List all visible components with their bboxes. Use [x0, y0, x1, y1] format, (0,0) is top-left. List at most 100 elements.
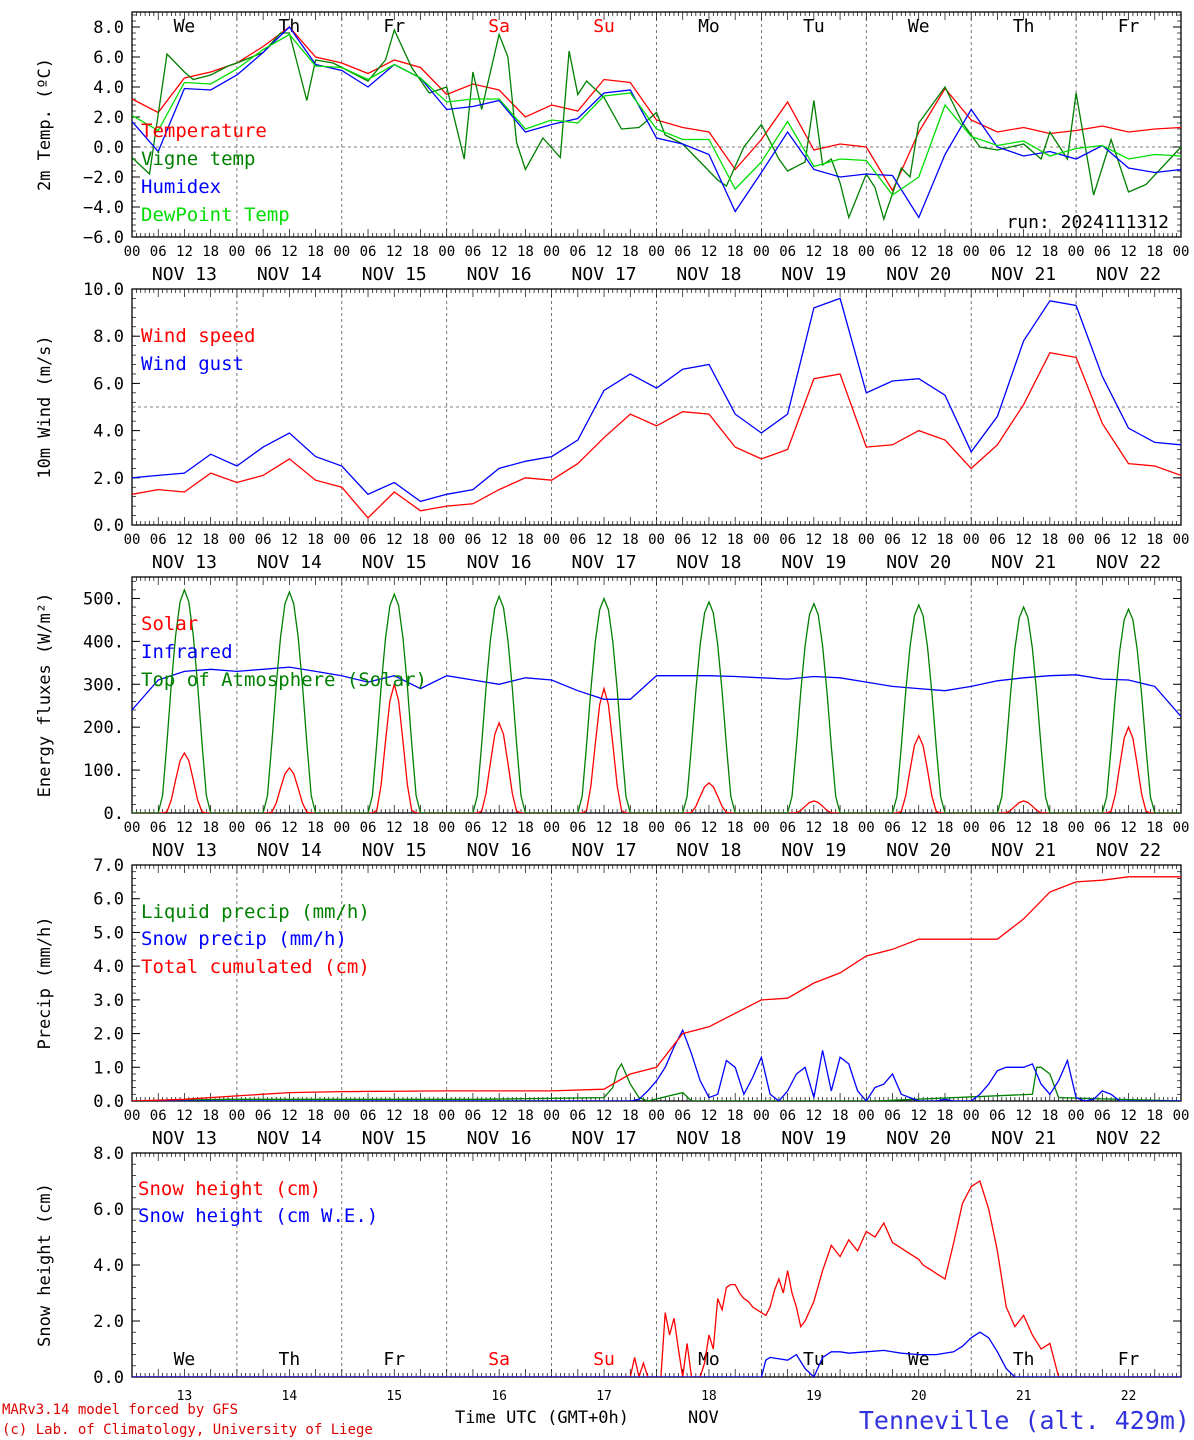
hour-tick-label: 12: [386, 820, 403, 836]
hour-tick-label: 06: [779, 244, 796, 260]
hour-tick-label: 12: [910, 532, 927, 548]
hour-tick-label: 18: [727, 1108, 744, 1124]
hour-tick-label: 00: [333, 244, 350, 260]
hour-tick-label: 18: [202, 1108, 219, 1124]
hour-tick-label: 00: [543, 532, 560, 548]
y-tick-label: 1.0: [93, 1058, 124, 1078]
series-line-liquid-precip-mm-h: [132, 1062, 1181, 1101]
hour-tick-label: 00: [124, 820, 141, 836]
hour-tick-label: 12: [1015, 244, 1032, 260]
series-line-infrared: [132, 666, 1181, 717]
date-label: NOV 21: [991, 264, 1056, 285]
date-label: NOV 14: [257, 264, 322, 285]
legend-entry: Top of Atmosphere (Solar): [141, 669, 427, 691]
y-tick-label: 0.: [104, 804, 124, 824]
hour-tick-label: 12: [491, 532, 508, 548]
weekday-label: Su: [593, 1349, 615, 1370]
hour-tick-label: 06: [884, 532, 901, 548]
hour-tick-label: 00: [333, 1108, 350, 1124]
legend-entry: Snow height (cm W.E.): [138, 1205, 378, 1227]
hour-tick-label: 12: [281, 820, 298, 836]
y-tick-label: −4.0: [83, 198, 124, 218]
hour-tick-label: 06: [255, 532, 272, 548]
hour-tick-label: 00: [858, 532, 875, 548]
station-name: Tenneville (alt. 429m): [859, 1406, 1190, 1435]
day-number-label: 22: [1121, 1389, 1137, 1404]
y-tick-label: 10.0: [83, 280, 124, 300]
hour-tick-label: 12: [701, 244, 718, 260]
hour-tick-label: 12: [176, 532, 193, 548]
y-tick-label: 100.: [83, 761, 124, 781]
hour-tick-label: 18: [307, 532, 324, 548]
hour-tick-label: 06: [150, 244, 167, 260]
date-label: NOV 14: [257, 1128, 322, 1149]
y-tick-label: −6.0: [83, 228, 124, 248]
meteogram-panels: 8.0 6.0 4.0 2.0 0.0 −2.0 −4.0 −6.0 2m Temp. (ºC)…: [35, 11, 1190, 1404]
date-label: NOV 15: [362, 552, 427, 573]
y-tick-label: 8.0: [93, 1144, 124, 1164]
hour-tick-label: 12: [1120, 244, 1137, 260]
hour-tick-label: 18: [517, 244, 534, 260]
day-number-label: 21: [1016, 1389, 1032, 1404]
hour-tick-label: 12: [910, 1108, 927, 1124]
footer: MARv3.14 model forced by GFS (c) Lab. of…: [2, 1402, 1190, 1438]
day-number-label: 15: [386, 1389, 402, 1404]
hour-tick-label: 12: [386, 532, 403, 548]
weekday-label: Fr: [1118, 16, 1140, 37]
hour-tick-label: 06: [569, 820, 586, 836]
hour-tick-label: 00: [1068, 820, 1085, 836]
hour-tick-label: 06: [779, 820, 796, 836]
date-label: NOV 18: [676, 840, 741, 861]
hour-tick-label: 06: [569, 532, 586, 548]
hour-tick-label: 06: [989, 1108, 1006, 1124]
hour-tick-label: 06: [1094, 1108, 1111, 1124]
hour-tick-label: 06: [779, 532, 796, 548]
date-label: NOV 20: [886, 552, 951, 573]
date-label: NOV 16: [467, 552, 532, 573]
hour-tick-label: 00: [1173, 244, 1190, 260]
panel-1: 8.0 6.0 4.0 2.0 0.0 −2.0 −4.0 −6.0 2m Temp. (ºC)…: [35, 11, 1190, 285]
hour-tick-label: 00: [1173, 532, 1190, 548]
hour-tick-label: 18: [517, 1108, 534, 1124]
x-axis-title: Time UTC (GMT+0h): [455, 1408, 629, 1428]
hour-tick-label: 06: [674, 820, 691, 836]
hour-tick-label: 18: [412, 820, 429, 836]
hour-tick-label: 18: [622, 820, 639, 836]
day-number-label: 17: [596, 1389, 612, 1404]
hour-tick-label: 18: [937, 244, 954, 260]
hour-tick-label: 06: [464, 1108, 481, 1124]
hour-tick-label: 12: [1015, 532, 1032, 548]
hour-tick-label: 06: [569, 244, 586, 260]
hour-tick-label: 06: [884, 1108, 901, 1124]
y-axis-title: 10m Wind (m/s): [35, 335, 55, 478]
y-tick-label: 5.0: [93, 923, 124, 943]
date-label: NOV 18: [676, 1128, 741, 1149]
day-number-label: 16: [491, 1389, 507, 1404]
hour-tick-label: 00: [753, 244, 770, 260]
weekday-label: Th: [1013, 1349, 1035, 1370]
date-label: NOV 15: [362, 1128, 427, 1149]
hour-tick-label: 06: [360, 820, 377, 836]
hour-tick-label: 12: [910, 244, 927, 260]
hour-tick-label: 06: [779, 1108, 796, 1124]
date-label: NOV 14: [257, 840, 322, 861]
legend-entry: Total cumulated (cm): [141, 956, 370, 978]
hour-tick-label: 00: [858, 244, 875, 260]
y-tick-label: 0.0: [93, 1092, 124, 1112]
hour-tick-label: 06: [884, 820, 901, 836]
hour-tick-label: 12: [910, 820, 927, 836]
series-line-snow-precip-mm-h: [132, 1028, 1181, 1101]
hour-tick-label: 12: [281, 1108, 298, 1124]
date-label: NOV 20: [886, 264, 951, 285]
hour-tick-label: 00: [543, 1108, 560, 1124]
hour-tick-label: 06: [464, 244, 481, 260]
y-tick-label: 2.0: [93, 108, 124, 128]
legend-entry: Humidex: [141, 176, 221, 198]
y-tick-label: 6.0: [93, 890, 124, 910]
legend-entry: Temperature: [141, 120, 267, 142]
model-credit: MARv3.14 model forced by GFS: [2, 1402, 238, 1418]
month-label: NOV: [688, 1408, 719, 1428]
y-tick-label: 0.0: [93, 138, 124, 158]
hour-tick-label: 00: [648, 532, 665, 548]
y-axis-title: Snow height (cm): [35, 1183, 55, 1347]
